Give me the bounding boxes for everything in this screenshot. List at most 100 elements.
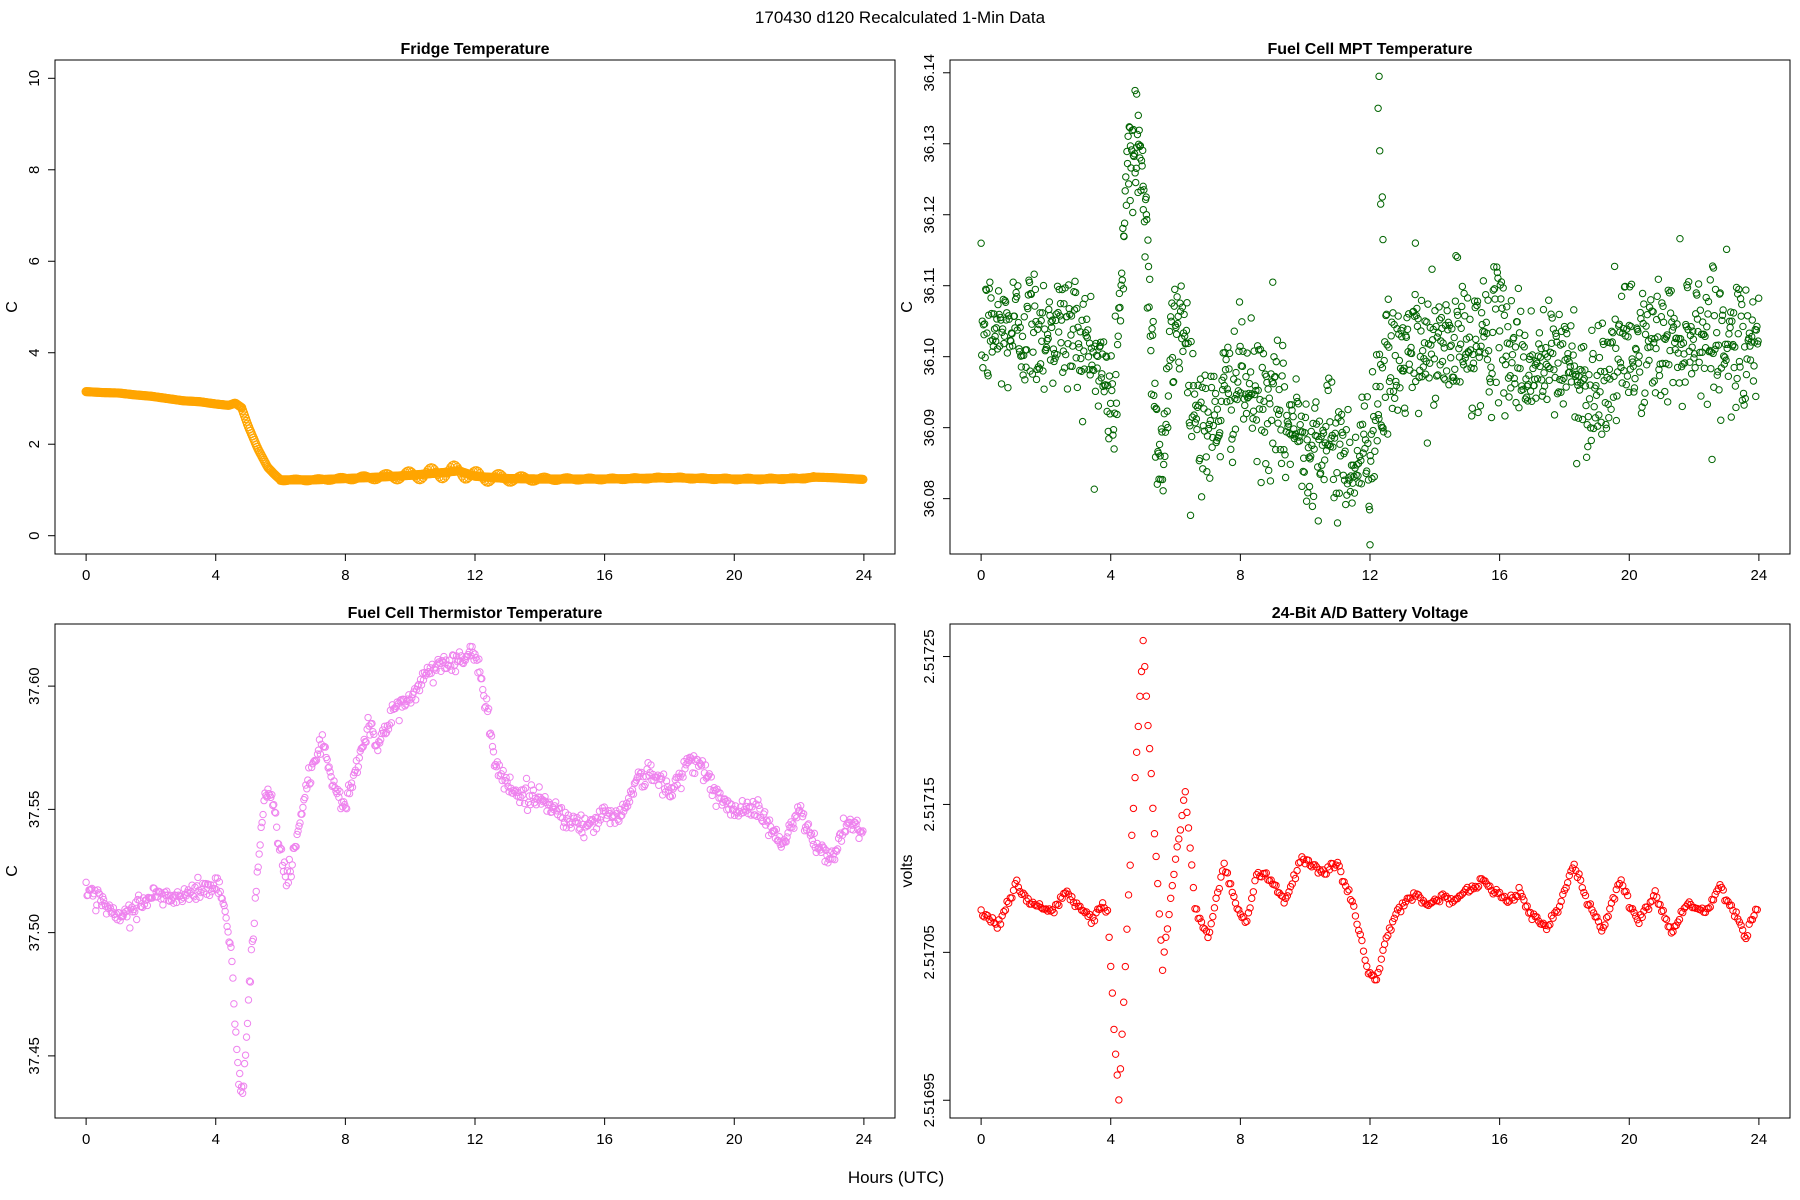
mpt-point: [1376, 200, 1385, 208]
mpt-point: [1444, 326, 1452, 334]
mpt-point: [1733, 290, 1742, 298]
battery-point: [1376, 964, 1384, 973]
thermistor-point: [522, 774, 531, 783]
mpt-point: [1554, 388, 1563, 396]
thermistor-point: [242, 1033, 251, 1041]
mpt-point: [1585, 370, 1593, 379]
mpt-xtick-label: 0: [977, 567, 985, 584]
battery-xtick-label: 8: [1236, 1131, 1244, 1148]
mpt-point: [1432, 372, 1441, 380]
battery-plot-frame: [949, 623, 1791, 1119]
mpt-point: [1204, 408, 1212, 416]
mpt-point: [1049, 379, 1057, 387]
mpt-point: [1490, 263, 1498, 271]
mpt-point: [1708, 455, 1716, 464]
mpt-point: [1230, 327, 1238, 335]
mpt-point: [1316, 469, 1325, 477]
mpt-point: [1403, 325, 1412, 333]
mpt-point: [1749, 298, 1757, 306]
mpt-point: [1022, 363, 1030, 371]
mpt-point: [1190, 411, 1198, 419]
mpt-point: [1536, 353, 1545, 361]
mpt-point: [1618, 379, 1626, 387]
mpt-point: [1559, 400, 1567, 408]
mpt-point: [1351, 433, 1360, 441]
battery-point: [1387, 926, 1395, 934]
mpt-point: [1026, 289, 1035, 298]
mpt-point: [1344, 405, 1352, 414]
mpt-point: [1703, 400, 1712, 409]
fridge-xtick-label: 8: [341, 567, 349, 584]
battery-point: [1361, 956, 1369, 964]
mpt-point: [1003, 349, 1012, 357]
mpt-point: [1028, 370, 1037, 378]
mpt-point: [1389, 387, 1398, 396]
mpt-point: [1164, 392, 1173, 400]
battery-point: [1108, 989, 1117, 997]
mpt-point: [1654, 275, 1663, 283]
mpt-point: [1742, 286, 1750, 294]
battery-points: [977, 636, 1761, 1104]
mpt-point: [1648, 379, 1657, 387]
battery-point: [1604, 912, 1612, 921]
thermistor-point: [251, 894, 259, 902]
mpt-point: [1064, 339, 1072, 348]
battery-point: [1353, 920, 1361, 928]
fridge-ytick-label: 2: [26, 440, 43, 448]
mpt-point: [1333, 519, 1342, 527]
mpt-point: [1304, 489, 1312, 497]
mpt-point: [1315, 417, 1324, 425]
mpt-point: [1147, 346, 1155, 355]
mpt-point: [1493, 263, 1501, 271]
mpt-point: [1505, 393, 1513, 401]
mpt-point: [1381, 393, 1390, 401]
battery-point: [1210, 904, 1219, 912]
mpt-point: [1470, 364, 1478, 373]
mpt-point: [1694, 280, 1703, 288]
mpt-point: [1448, 325, 1456, 333]
mpt-point: [1331, 429, 1339, 438]
mpt-point: [1310, 445, 1318, 453]
mpt-point: [1678, 402, 1686, 411]
mpt-point: [1374, 400, 1382, 408]
mpt-point: [1553, 389, 1562, 398]
mpt-point: [1659, 318, 1668, 327]
mpt-point: [1320, 475, 1328, 484]
mpt-point: [1051, 354, 1059, 362]
thermistor-point: [318, 731, 327, 739]
mpt-point: [1507, 384, 1515, 392]
thermistor-point: [451, 667, 460, 676]
mpt-point: [1008, 342, 1017, 350]
thermistor-point: [628, 786, 637, 794]
mpt-point: [1498, 304, 1506, 312]
mpt-point: [1482, 318, 1490, 327]
mpt-point: [1661, 387, 1669, 396]
mpt-point: [1050, 357, 1058, 366]
mpt-point: [1465, 333, 1474, 341]
battery-point: [1163, 925, 1172, 933]
mpt-point: [1002, 316, 1010, 324]
mpt-point: [1173, 319, 1182, 328]
mpt-point: [1187, 337, 1195, 346]
mpt-point: [1467, 364, 1475, 372]
mpt-point: [1248, 424, 1257, 432]
fridge-point: [459, 473, 469, 483]
mpt-point: [1069, 325, 1077, 333]
mpt-point: [1374, 104, 1382, 112]
mpt-point: [1443, 306, 1451, 315]
thermistor-point: [299, 803, 307, 812]
battery-point: [1147, 769, 1155, 778]
battery-title: 24-Bit A/D Battery Voltage: [1272, 605, 1469, 622]
mpt-point: [1024, 304, 1032, 313]
battery-point: [1123, 925, 1131, 933]
battery-point: [1610, 895, 1619, 903]
mpt-point: [1413, 304, 1421, 313]
battery-point: [1377, 955, 1386, 963]
mpt-point: [1288, 430, 1297, 439]
mpt-point: [1612, 416, 1621, 425]
mpt-point: [1493, 268, 1502, 277]
mpt-point: [1390, 394, 1399, 402]
mpt-point: [993, 315, 1001, 323]
mpt-point: [1453, 253, 1462, 262]
mpt-point: [1141, 253, 1149, 261]
